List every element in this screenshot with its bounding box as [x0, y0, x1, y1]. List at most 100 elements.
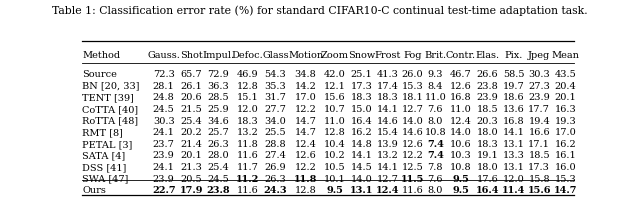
Text: 14.0: 14.0 — [351, 175, 372, 184]
Text: 16.4: 16.4 — [476, 186, 499, 195]
Text: CoTTA [40]: CoTTA [40] — [83, 105, 139, 114]
Text: 14.7: 14.7 — [294, 128, 316, 137]
Text: 43.5: 43.5 — [554, 70, 576, 79]
Text: 14.0: 14.0 — [401, 116, 423, 125]
Text: 15.6: 15.6 — [324, 93, 346, 102]
Text: 15.3: 15.3 — [554, 175, 576, 184]
Text: 46.7: 46.7 — [450, 70, 472, 79]
Text: 18.0: 18.0 — [477, 163, 499, 172]
Text: 23.7: 23.7 — [153, 140, 175, 149]
Text: Snow: Snow — [348, 51, 375, 60]
Text: 28.8: 28.8 — [265, 140, 286, 149]
Text: 26.3: 26.3 — [265, 175, 287, 184]
Text: 23.9: 23.9 — [153, 151, 175, 160]
Text: 11.6: 11.6 — [401, 186, 423, 195]
Text: 15.6: 15.6 — [527, 186, 551, 195]
Text: 7.6: 7.6 — [428, 105, 443, 114]
Text: 25.7: 25.7 — [207, 128, 229, 137]
Text: 9.5: 9.5 — [326, 186, 344, 195]
Text: 23.8: 23.8 — [477, 82, 499, 91]
Text: 12.8: 12.8 — [324, 128, 346, 137]
Text: SATA [4]: SATA [4] — [83, 151, 125, 160]
Text: 17.0: 17.0 — [554, 128, 576, 137]
Text: 18.3: 18.3 — [377, 93, 399, 102]
Text: 11.8: 11.8 — [294, 175, 317, 184]
Text: 7.4: 7.4 — [427, 140, 444, 149]
Text: 16.2: 16.2 — [554, 140, 576, 149]
Text: 15.8: 15.8 — [529, 175, 550, 184]
Text: 11.6: 11.6 — [236, 186, 258, 195]
Text: Method: Method — [83, 51, 120, 60]
Text: Impul.: Impul. — [202, 51, 234, 60]
Text: 24.3: 24.3 — [264, 186, 287, 195]
Text: 28.5: 28.5 — [207, 93, 229, 102]
Text: 19.3: 19.3 — [554, 116, 576, 125]
Text: 16.2: 16.2 — [351, 128, 372, 137]
Text: 26.1: 26.1 — [180, 82, 202, 91]
Text: 13.2: 13.2 — [377, 151, 399, 160]
Text: 18.1: 18.1 — [401, 93, 423, 102]
Text: 7.8: 7.8 — [428, 163, 443, 172]
Text: 14.1: 14.1 — [502, 128, 524, 137]
Text: 9.5: 9.5 — [452, 186, 469, 195]
Text: 17.3: 17.3 — [350, 82, 372, 91]
Text: 25.1: 25.1 — [351, 70, 372, 79]
Text: 23.9: 23.9 — [153, 175, 175, 184]
Text: 34.0: 34.0 — [265, 116, 287, 125]
Text: 19.1: 19.1 — [477, 151, 499, 160]
Text: 16.1: 16.1 — [554, 151, 576, 160]
Text: 12.6: 12.6 — [294, 151, 316, 160]
Text: 13.2: 13.2 — [236, 128, 258, 137]
Text: 21.4: 21.4 — [180, 140, 202, 149]
Text: 12.1: 12.1 — [324, 82, 346, 91]
Text: 23.9: 23.9 — [477, 93, 499, 102]
Text: 28.0: 28.0 — [207, 151, 229, 160]
Text: 8.0: 8.0 — [428, 186, 443, 195]
Text: 17.7: 17.7 — [528, 105, 550, 114]
Text: Ours: Ours — [83, 186, 106, 195]
Text: 11.0: 11.0 — [424, 93, 446, 102]
Text: PETAL [3]: PETAL [3] — [83, 140, 133, 149]
Text: 30.3: 30.3 — [529, 70, 550, 79]
Text: RoTTA [48]: RoTTA [48] — [83, 116, 139, 125]
Text: 8.0: 8.0 — [428, 116, 443, 125]
Text: 65.7: 65.7 — [180, 70, 202, 79]
Text: 17.4: 17.4 — [377, 82, 399, 91]
Text: 25.4: 25.4 — [207, 163, 229, 172]
Text: 18.3: 18.3 — [351, 93, 372, 102]
Text: Frost: Frost — [374, 51, 401, 60]
Text: 17.9: 17.9 — [179, 186, 203, 195]
Text: 7.4: 7.4 — [427, 151, 444, 160]
Text: 14.1: 14.1 — [377, 163, 399, 172]
Text: 12.0: 12.0 — [236, 105, 258, 114]
Text: 24.8: 24.8 — [153, 93, 175, 102]
Text: 41.3: 41.3 — [377, 70, 399, 79]
Text: 12.4: 12.4 — [450, 116, 472, 125]
Text: 10.7: 10.7 — [324, 105, 346, 114]
Text: 11.0: 11.0 — [324, 116, 346, 125]
Text: 14.8: 14.8 — [351, 140, 372, 149]
Text: Brit.: Brit. — [424, 51, 446, 60]
Text: 26.6: 26.6 — [477, 70, 499, 79]
Text: 9.5: 9.5 — [452, 175, 469, 184]
Text: 24.5: 24.5 — [153, 105, 175, 114]
Text: 10.5: 10.5 — [324, 163, 346, 172]
Text: Contr.: Contr. — [445, 51, 476, 60]
Text: 16.4: 16.4 — [351, 116, 372, 125]
Text: 15.1: 15.1 — [236, 93, 258, 102]
Text: 12.7: 12.7 — [401, 105, 423, 114]
Text: 18.5: 18.5 — [529, 151, 550, 160]
Text: 34.6: 34.6 — [207, 116, 229, 125]
Text: 58.5: 58.5 — [502, 70, 524, 79]
Text: 24.1: 24.1 — [153, 128, 175, 137]
Text: Jpeg: Jpeg — [528, 51, 550, 60]
Text: 7.6: 7.6 — [428, 175, 443, 184]
Text: 26.9: 26.9 — [265, 163, 286, 172]
Text: BN [20, 33]: BN [20, 33] — [83, 82, 140, 91]
Text: 14.2: 14.2 — [294, 82, 316, 91]
Text: 12.0: 12.0 — [502, 175, 524, 184]
Text: 14.6: 14.6 — [377, 116, 399, 125]
Text: 31.7: 31.7 — [264, 93, 287, 102]
Text: 42.0: 42.0 — [324, 70, 346, 79]
Text: 24.5: 24.5 — [207, 175, 229, 184]
